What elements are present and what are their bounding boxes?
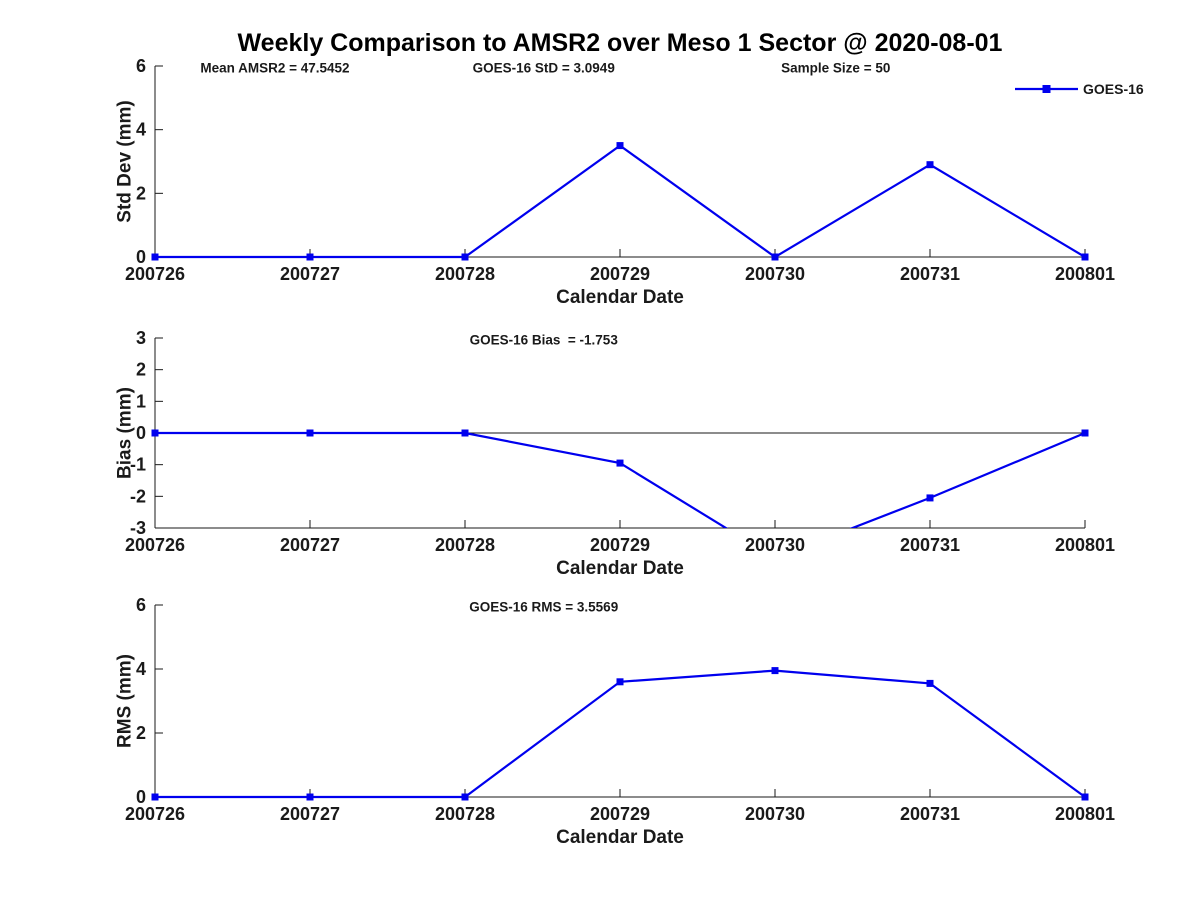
x-tick-label: 200729 bbox=[590, 535, 650, 555]
x-tick-label: 200728 bbox=[435, 264, 495, 284]
y-axis-label: Std Dev (mm) bbox=[115, 100, 136, 222]
x-tick-label: 200731 bbox=[900, 264, 960, 284]
data-point-marker bbox=[461, 253, 469, 261]
data-line bbox=[155, 144, 1086, 259]
chart-title: Weekly Comparison to AMSR2 over Meso 1 S… bbox=[237, 29, 1003, 57]
y-tick-label: 0 bbox=[136, 787, 146, 807]
data-line bbox=[155, 669, 1086, 799]
y-tick-label: 2 bbox=[136, 723, 146, 743]
legend-marker bbox=[1042, 85, 1051, 93]
y-tick-label: 2 bbox=[136, 183, 146, 203]
data-point-marker bbox=[306, 793, 314, 801]
subplot-bias-mm: 200726 200727 200728 200729 200730 200731 2008… bbox=[115, 328, 1116, 579]
x-tick-label: 200729 bbox=[590, 264, 650, 284]
data-point-marker bbox=[151, 429, 159, 437]
data-point-marker bbox=[926, 161, 934, 169]
x-tick-label: 200726 bbox=[125, 535, 185, 555]
data-point-marker bbox=[926, 494, 934, 502]
y-tick-label: 6 bbox=[136, 56, 146, 76]
subplot-std-dev-mm: 200726 200727 200728 200729 200730 200731 2008… bbox=[115, 56, 1144, 308]
annotation: GOES-16 StD = 3.0949 bbox=[473, 61, 615, 76]
data-point-marker bbox=[151, 253, 159, 261]
y-tick-label: 0 bbox=[136, 247, 146, 267]
data-point-marker bbox=[1081, 429, 1089, 437]
y-tick-label: 6 bbox=[136, 595, 146, 615]
y-tick-label: 2 bbox=[136, 360, 146, 380]
y-tick-label: 1 bbox=[136, 391, 146, 411]
x-tick-label: 200730 bbox=[745, 535, 805, 555]
x-tick-label: 200726 bbox=[125, 264, 185, 284]
data-point-marker bbox=[306, 253, 314, 261]
x-axis-label: Calendar Date bbox=[556, 287, 684, 308]
y-tick-label: 4 bbox=[136, 120, 146, 140]
data-point-marker bbox=[461, 429, 469, 437]
y-tick-label: -1 bbox=[130, 455, 146, 475]
data-point-marker bbox=[461, 793, 469, 801]
x-tick-label: 200727 bbox=[280, 264, 340, 284]
data-point-marker bbox=[616, 142, 624, 150]
y-tick-label: -3 bbox=[130, 518, 146, 538]
data-point-marker bbox=[616, 459, 624, 467]
x-tick-label: 200728 bbox=[435, 804, 495, 824]
x-tick-label: 200801 bbox=[1055, 535, 1115, 555]
data-point-marker bbox=[151, 793, 159, 801]
x-tick-label: 200728 bbox=[435, 535, 495, 555]
x-tick-label: 200727 bbox=[280, 804, 340, 824]
y-tick-label: 0 bbox=[136, 423, 146, 443]
x-tick-label: 200730 bbox=[745, 804, 805, 824]
annotation: Mean AMSR2 = 47.5452 bbox=[200, 61, 349, 76]
x-axis-label: Calendar Date bbox=[556, 827, 684, 848]
x-tick-label: 200731 bbox=[900, 804, 960, 824]
x-tick-label: 200727 bbox=[280, 535, 340, 555]
legend: GOES-16 bbox=[1015, 81, 1144, 97]
data-point-marker bbox=[771, 253, 779, 261]
data-point-marker bbox=[1081, 793, 1089, 801]
y-tick-label: 3 bbox=[136, 328, 146, 348]
data-point-marker bbox=[616, 678, 624, 686]
legend-label: GOES-16 bbox=[1083, 81, 1144, 97]
x-tick-label: 200730 bbox=[745, 264, 805, 284]
y-tick-label: -2 bbox=[130, 486, 146, 506]
x-axis-label: Calendar Date bbox=[556, 558, 684, 579]
data-point-marker bbox=[306, 429, 314, 437]
x-tick-label: 200801 bbox=[1055, 804, 1115, 824]
x-tick-label: 200726 bbox=[125, 804, 185, 824]
data-point-marker bbox=[1081, 253, 1089, 261]
y-axis-label: Bias (mm) bbox=[115, 387, 136, 479]
data-point-marker bbox=[926, 679, 934, 687]
annotation: GOES-16 RMS = 3.5569 bbox=[469, 600, 618, 615]
x-tick-label: 200729 bbox=[590, 804, 650, 824]
annotation: Sample Size = 50 bbox=[781, 61, 890, 76]
y-tick-label: 4 bbox=[136, 659, 146, 679]
x-tick-label: 200731 bbox=[900, 535, 960, 555]
y-axis-label: RMS (mm) bbox=[115, 654, 136, 748]
data-point-marker bbox=[771, 667, 779, 675]
annotation: GOES-16 Bias = -1.753 bbox=[470, 333, 619, 348]
subplot-rms-mm: 200726 200727 200728 200729 200730 200731 2008… bbox=[115, 595, 1116, 848]
x-tick-label: 200801 bbox=[1055, 264, 1115, 284]
